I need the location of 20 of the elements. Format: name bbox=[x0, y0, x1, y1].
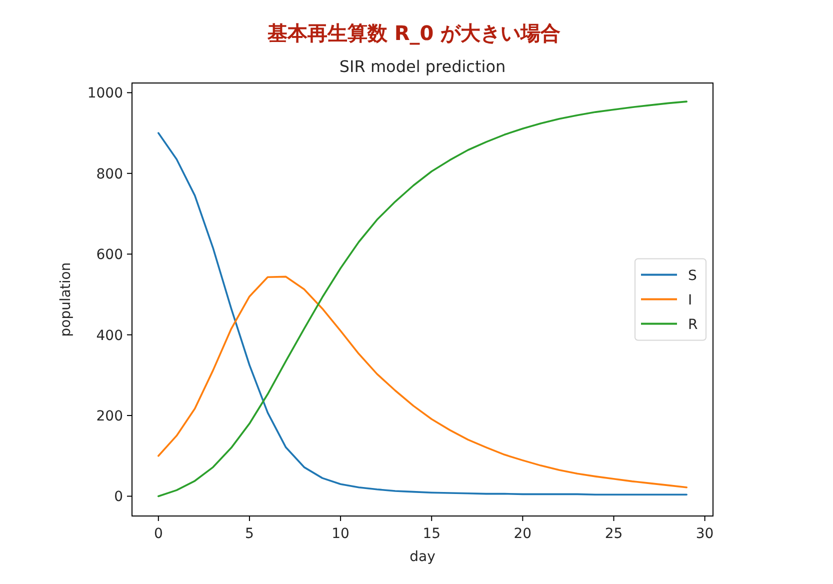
legend-label: R bbox=[688, 316, 698, 333]
y-tick-label: 600 bbox=[96, 247, 123, 264]
x-tick-label: 30 bbox=[696, 526, 714, 542]
x-tick-label: 10 bbox=[332, 526, 350, 542]
chart-subtitle: SIR model prediction bbox=[339, 57, 506, 76]
x-tick-label: 5 bbox=[245, 526, 254, 542]
x-tick-label: 0 bbox=[154, 526, 163, 542]
x-axis-title: day bbox=[410, 549, 436, 565]
y-tick-label: 800 bbox=[96, 166, 123, 182]
y-axis-title: population bbox=[58, 262, 74, 337]
y-tick-label: 200 bbox=[96, 408, 123, 425]
chart-title: 基本再生算数 R_0 が大きい場合 bbox=[266, 21, 561, 45]
y-tick-label: 0 bbox=[114, 489, 123, 506]
x-tick-label: 20 bbox=[514, 526, 532, 542]
y-tick-label: 400 bbox=[96, 328, 123, 344]
legend-label: S bbox=[688, 268, 697, 284]
x-tick-label: 15 bbox=[422, 526, 441, 542]
y-tick-label: 1000 bbox=[87, 86, 123, 102]
legend-label: I bbox=[688, 292, 692, 308]
x-tick-label: 25 bbox=[604, 526, 623, 542]
